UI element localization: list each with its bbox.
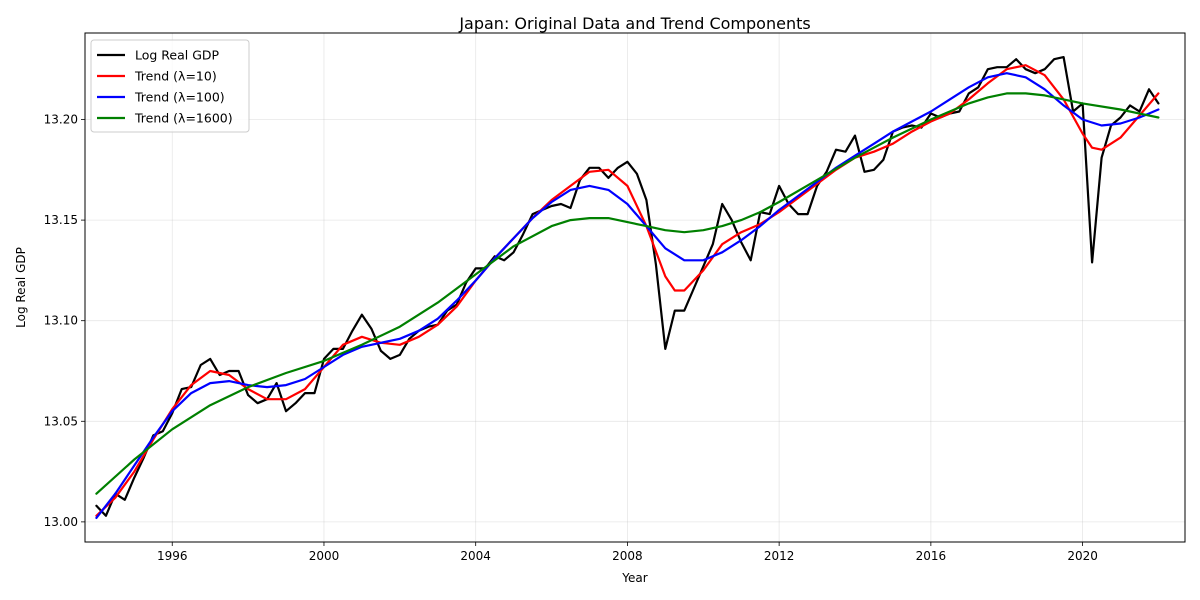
legend-label-3: Trend (λ=1600) [134,111,233,126]
y-tick-label: 13.15 [44,213,78,227]
axis-ticks: 1996 2000 2004 2008 2012 2016 2020 13.00 13.05 13… [44,113,1098,563]
x-tick-label: 1996 [157,549,188,563]
plot-frame [84,32,1186,543]
legend-label-0: Log Real GDP [135,48,220,63]
legend: Log Real GDP Trend (λ=10) Trend (λ=100) Tre… [90,39,250,133]
grid [85,33,1185,542]
x-tick-label: 2020 [1067,549,1098,563]
x-tick-label: 2000 [309,549,340,563]
legend-label-1: Trend (λ=10) [134,69,217,84]
x-tick-label: 2008 [612,549,643,563]
y-tick-label: 13.20 [44,113,78,127]
series-line-3 [95,92,1160,495]
legend-box [90,39,250,133]
x-tick-label: 2016 [916,549,947,563]
x-tick-label: 2004 [460,549,491,563]
y-tick-label: 13.05 [44,414,78,428]
y-tick-label: 13.10 [44,314,78,328]
chart-title: Japan: Original Data and Trend Component… [458,14,810,33]
series-line-2 [95,72,1160,520]
legend-label-2: Trend (λ=100) [134,90,225,105]
x-tick-label: 2012 [764,549,795,563]
y-tick-label: 13.00 [44,515,78,529]
y-axis-label: Log Real GDP [14,247,28,328]
x-axis-label: Year [621,571,647,585]
plot-series [95,55,1160,520]
